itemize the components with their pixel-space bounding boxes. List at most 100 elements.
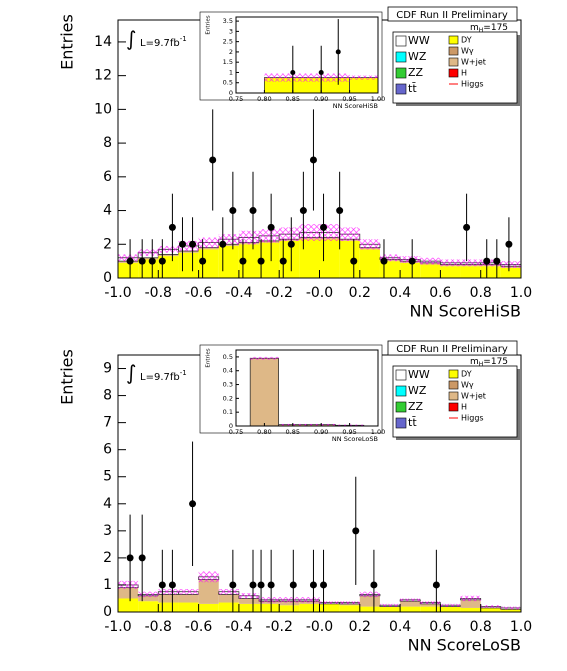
- bar-segment: [138, 601, 159, 612]
- bar-segment: [460, 266, 481, 278]
- bar-segment: [198, 603, 219, 612]
- uncertainty-band: [238, 593, 260, 599]
- y-axis-label: Entries: [58, 14, 77, 70]
- y-tick-label: 0: [103, 604, 112, 620]
- data-point: [178, 240, 186, 248]
- chart-title: CDF Run II Preliminary: [396, 344, 508, 355]
- x-tick-label: -1.0: [104, 285, 131, 301]
- uncertainty-band: [500, 606, 521, 610]
- y-tick-label: 12: [94, 68, 112, 84]
- legend-label: Higgs: [461, 80, 484, 89]
- data-point: [287, 240, 295, 248]
- x-tick-label: 0.90: [314, 428, 328, 436]
- x-tick-label: 0.80: [257, 95, 271, 103]
- legend-label: WW: [408, 34, 430, 47]
- legend-label: Wγ: [461, 381, 474, 390]
- uncertainty-band: [218, 234, 239, 245]
- legend-label: DY: [461, 370, 472, 379]
- bar-segment: [238, 598, 260, 604]
- legend-swatch: [448, 369, 459, 379]
- data-point: [432, 581, 440, 589]
- inset-x-label: NN ScoreLoSB: [332, 435, 378, 443]
- legend-label: Higgs: [461, 414, 484, 423]
- bar-segment: [299, 601, 320, 604]
- x-tick-label: -0.2: [266, 619, 293, 635]
- y-tick-label: 14: [94, 34, 112, 50]
- y-tick-label: 0.2: [223, 394, 233, 402]
- bar-segment: [259, 601, 280, 604]
- bar-segment: [178, 602, 199, 612]
- lumi-label: L=9.7fb-1: [140, 35, 187, 49]
- x-tick-label: 0.95: [342, 428, 356, 436]
- legend-label: W+jet: [461, 58, 486, 67]
- legend-label: H: [461, 403, 467, 412]
- legend-swatch: [395, 83, 407, 95]
- data-point: [239, 257, 247, 265]
- legend-label: H: [461, 69, 467, 78]
- uncertainty-band: [279, 227, 300, 241]
- uncertainty-band: [379, 254, 401, 262]
- data-point: [249, 581, 257, 589]
- x-tick-label: -1.0: [104, 619, 131, 635]
- y-tick-label: 8: [103, 135, 112, 151]
- integral-sign: ∫: [126, 361, 136, 385]
- bar-segment: [480, 266, 501, 278]
- data-point: [189, 240, 197, 248]
- lumi-text: L=9.7fb: [140, 372, 180, 383]
- legend-label: W+jet: [461, 392, 486, 401]
- legend-label: WZ: [408, 50, 427, 63]
- bar-segment: [138, 595, 159, 602]
- y-tick-label: 10: [94, 101, 112, 117]
- legend-label: tt̄: [408, 416, 417, 429]
- bar-segment: [440, 606, 461, 612]
- legend-label: DY: [461, 36, 472, 45]
- bar-segment: [198, 249, 219, 278]
- x-tick-label: -0.2: [266, 285, 293, 301]
- x-tick-label: 0.75: [229, 95, 243, 103]
- data-point: [229, 207, 237, 215]
- title-box: [387, 340, 518, 356]
- legend-swatch: [448, 380, 459, 390]
- y-tick-label: 1.5: [223, 58, 233, 66]
- legend-swatch: [448, 402, 459, 412]
- bar-segment: [420, 264, 441, 278]
- bar-segment: [299, 239, 320, 278]
- data-point: [463, 223, 471, 231]
- legend-swatch: [395, 67, 407, 79]
- bar-segment: [379, 261, 401, 278]
- y-tick-label: 6: [103, 169, 112, 185]
- uncertainty-band: [480, 605, 501, 608]
- data-point: [290, 69, 296, 75]
- bar-segment: [158, 602, 179, 612]
- uncertainty-band: [292, 73, 322, 82]
- legend-swatch: [395, 369, 407, 381]
- x-tick-label: -0.4: [225, 285, 252, 301]
- legend-swatch: [448, 57, 459, 67]
- bar-segment: [259, 242, 280, 278]
- bar-segment: [339, 240, 360, 278]
- x-tick-label: 0.6: [429, 619, 451, 635]
- y-axis-label: Entries: [58, 349, 77, 405]
- inset-x-label: NN ScoreHiSB: [333, 102, 378, 110]
- uncertainty-band: [359, 239, 380, 250]
- uncertainty-band: [379, 603, 401, 607]
- bar-segment: [319, 603, 340, 612]
- data-point: [257, 581, 265, 589]
- data-point: [279, 257, 287, 265]
- bar-segment: [319, 239, 340, 278]
- data-point: [289, 581, 297, 589]
- legend-label: tt̄: [408, 82, 417, 95]
- data-point: [267, 581, 275, 589]
- legend-label: WZ: [408, 384, 427, 397]
- y-tick-label: 6: [103, 442, 112, 458]
- data-point: [408, 257, 416, 265]
- y-tick-label: 2: [103, 550, 112, 566]
- y-tick-label: 0: [103, 270, 112, 286]
- bar-segment: [379, 606, 401, 612]
- bar-segment: [279, 605, 300, 612]
- uncertainty-band: [321, 73, 350, 82]
- data-point: [148, 257, 156, 265]
- x-tick-label: 0.4: [389, 285, 411, 301]
- legend-swatch: [395, 35, 407, 47]
- data-point: [158, 581, 166, 589]
